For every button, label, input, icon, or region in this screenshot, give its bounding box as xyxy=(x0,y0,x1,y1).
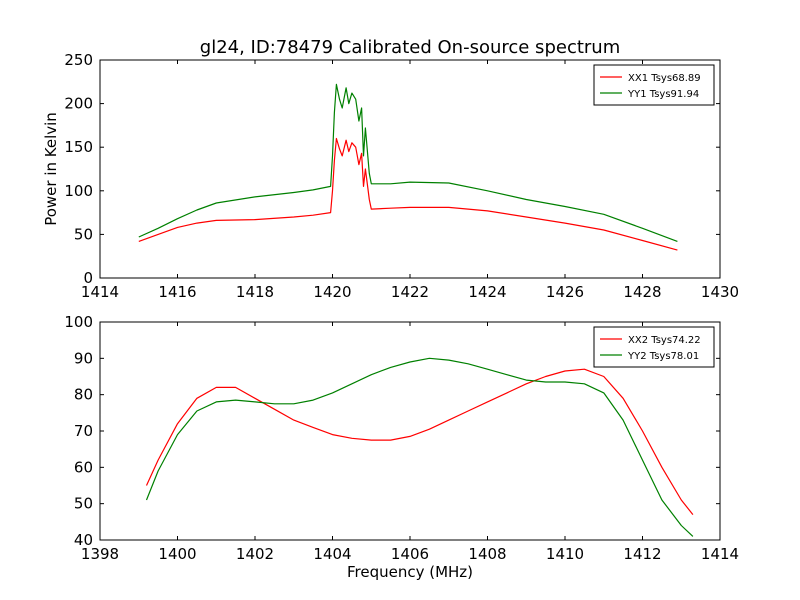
x-tick-label: 1408 xyxy=(468,545,506,563)
legend: XX1 Tsys68.89 YY1 Tsys91.94 xyxy=(593,64,715,106)
x-tick-label: 1402 xyxy=(236,545,274,563)
legend-label: YY1 Tsys91.94 xyxy=(627,89,699,100)
legend-label: YY2 Tsys78.01 xyxy=(627,351,699,362)
x-tick-label: 1426 xyxy=(546,283,584,301)
x-tick-label: 1404 xyxy=(313,545,351,563)
x-tick-label: 1406 xyxy=(391,545,429,563)
y-tick-label: 60 xyxy=(74,458,93,476)
x-tick-label: 1418 xyxy=(236,283,274,301)
x-tick-label: 1400 xyxy=(158,545,196,563)
x-tick-label: 1416 xyxy=(158,283,196,301)
y-tick-label: 50 xyxy=(74,225,93,243)
x-tick-label: 1422 xyxy=(391,283,429,301)
series-line-1-2 xyxy=(138,83,678,242)
y-tick-label: 100 xyxy=(64,182,93,200)
top-spectrum-plot: 1414 1416 1418 1420 1422 1424 1426 1428 1430 0 50 1… xyxy=(42,51,739,301)
legend: XX2 Tsys74.22 YY2 Tsys78.01 xyxy=(593,326,715,368)
y-tick-label: 200 xyxy=(64,95,93,113)
y-tick-label: 40 xyxy=(74,531,93,549)
x-tick-label: 1414 xyxy=(81,283,119,301)
y-tick-label: 90 xyxy=(74,349,93,367)
legend-label: XX2 Tsys74.22 xyxy=(628,335,701,346)
series-line-2-1 xyxy=(145,368,694,515)
legend-box xyxy=(593,326,715,368)
x-tick-label: 1424 xyxy=(468,283,506,301)
y-tick-label: 250 xyxy=(64,51,93,69)
x-axis-label: Frequency (MHz) xyxy=(347,563,473,581)
series-line-1-1 xyxy=(138,137,678,251)
bottom-spectrum-plot: 1398 1400 1402 1404 1406 1408 1410 1412 1414 40 50… xyxy=(64,313,739,581)
y-tick-label: 100 xyxy=(64,313,93,331)
x-tick-label: 1414 xyxy=(701,545,739,563)
y-axis-label: Power in Kelvin xyxy=(42,112,60,226)
series-line-2-2 xyxy=(145,357,694,537)
y-tick-label: 70 xyxy=(74,422,93,440)
y-tick-label: 150 xyxy=(64,138,93,156)
legend-box xyxy=(593,64,715,106)
x-tick-label: 1412 xyxy=(623,545,661,563)
figure-title: gl24, ID:78479 Calibrated On-source spec… xyxy=(200,37,620,58)
x-tick-label: 1430 xyxy=(701,283,739,301)
x-tick-label: 1410 xyxy=(546,545,584,563)
y-tick-label: 50 xyxy=(74,495,93,513)
x-tick-label: 1398 xyxy=(81,545,119,563)
x-tick-label: 1420 xyxy=(313,283,351,301)
y-tick-label: 80 xyxy=(74,386,93,404)
legend-label: XX1 Tsys68.89 xyxy=(628,73,701,84)
x-tick-label: 1428 xyxy=(623,283,661,301)
y-tick-label: 0 xyxy=(83,269,93,287)
